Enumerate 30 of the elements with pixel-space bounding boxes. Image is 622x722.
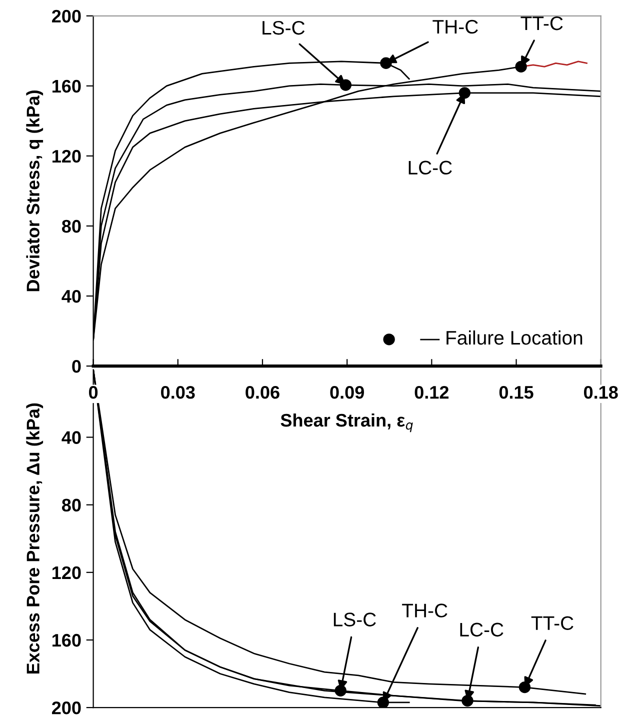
x-tick-label: 0.03 <box>161 386 195 399</box>
y-tick-label: 160 <box>52 80 81 93</box>
y-axis-title: Excess Pore Pressure, Δu (kPa) <box>26 403 44 674</box>
y-tick-label: 80 <box>62 498 81 512</box>
legend-label: — Failure Location <box>420 330 582 345</box>
x-axis-title: Shear Strain, ε$_{q}$ <box>280 413 413 432</box>
y-tick-label: 40 <box>62 290 81 303</box>
annotation: LC-C <box>408 160 452 175</box>
y-tick-label: 40 <box>62 431 81 444</box>
y-tick-label: 160 <box>52 634 81 647</box>
x-tick-label: 0.18 <box>584 386 618 399</box>
y-tick-label: 200 <box>52 701 81 714</box>
y-tick-label: 80 <box>62 220 81 233</box>
annotation: LC-C <box>460 622 504 637</box>
y-tick-label: 0 <box>72 360 81 373</box>
annotation: TT-C <box>520 16 563 30</box>
annotation: LS-C <box>334 612 376 626</box>
x-tick-label: 0.12 <box>414 386 449 399</box>
annotation: LS-C <box>262 20 305 35</box>
annotation: TH-C <box>402 604 448 618</box>
x-tick-label: 0 <box>88 386 98 399</box>
annotation: TH-C <box>432 20 478 34</box>
x-tick-label: 0.06 <box>246 386 280 399</box>
y-axis-title: Deviator Stress, q (kPa) <box>26 90 44 292</box>
x-tick-label: 0.15 <box>499 386 534 399</box>
x-tick-label: 0.09 <box>330 386 364 399</box>
y-tick-label: 120 <box>52 150 81 163</box>
y-tick-label: 120 <box>52 566 81 580</box>
y-tick-label: 200 <box>52 10 81 23</box>
annotation: TT-C <box>531 616 574 630</box>
